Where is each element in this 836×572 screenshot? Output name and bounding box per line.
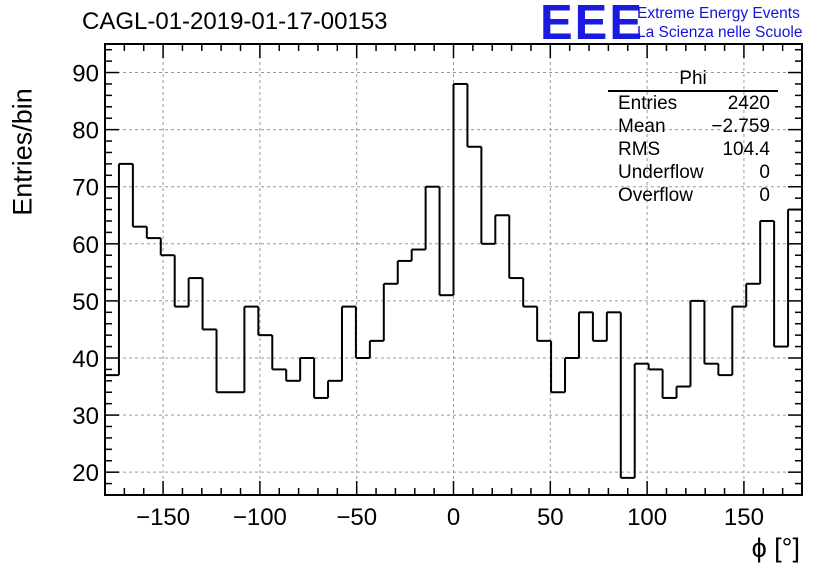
x-tick-label: 50 (537, 504, 564, 531)
y-tick-label: 50 (72, 289, 99, 316)
axis-ticks (104, 44, 803, 496)
stats-row-entries: Entries 2420 (608, 92, 778, 115)
logo-line-1: Extreme Energy Events (637, 5, 800, 22)
plot-frame (104, 43, 803, 496)
stats-value: −2.759 (711, 116, 770, 137)
y-tick-label: 80 (72, 118, 99, 145)
stats-label: Overflow (618, 185, 693, 206)
y-axis-label: Entries/bin (7, 88, 38, 216)
x-axis-label: ϕ [°] (751, 533, 800, 563)
logo-line-2: La Scienza nelle Scuole (637, 24, 803, 41)
x-tick-label: −150 (136, 504, 190, 531)
x-tick-label: 150 (724, 504, 764, 531)
stats-box: Phi Entries 2420 Mean −2.759 RMS 104.4 Unde… (608, 68, 778, 207)
logo-caption: Extreme Energy Events La Scienza nelle S… (637, 4, 802, 42)
stats-row-rms: RMS 104.4 (608, 138, 778, 161)
x-tick-label: 100 (627, 504, 667, 531)
tick-labels: −150 −100 −50 0 50 100 150 20 30 40 50 60 70 80 90 (72, 61, 764, 531)
stats-row-underflow: Underflow 0 (608, 161, 778, 184)
y-tick-label: 20 (72, 460, 99, 487)
stats-label: Entries (618, 93, 678, 114)
stats-row-overflow: Overflow 0 (608, 184, 778, 207)
x-tick-label: 0 (447, 504, 460, 531)
y-tick-label: 90 (72, 61, 99, 88)
y-tick-label: 40 (72, 346, 99, 373)
histogram-bars (105, 82, 802, 479)
y-axis-label-box: Entries/bin (6, 88, 40, 216)
eee-logo: EEE (540, 0, 645, 50)
x-tick-label: −50 (336, 504, 377, 531)
chart-title: CAGL-01-2019-01-17-00153 (82, 8, 388, 35)
stats-value: 2420 (727, 93, 770, 114)
x-tick-label: −100 (233, 504, 287, 531)
stats-value: 104.4 (722, 139, 770, 160)
stats-value: 0 (759, 162, 770, 183)
y-tick-label: 30 (72, 403, 99, 430)
y-tick-label: 70 (72, 175, 99, 202)
stats-label: Underflow (618, 162, 704, 183)
stats-title: Phi (608, 68, 778, 92)
y-tick-label: 60 (72, 232, 99, 259)
stats-row-mean: Mean −2.759 (608, 115, 778, 138)
stats-label: RMS (618, 139, 661, 160)
stats-value: 0 (759, 185, 770, 206)
stats-label: Mean (618, 116, 666, 137)
